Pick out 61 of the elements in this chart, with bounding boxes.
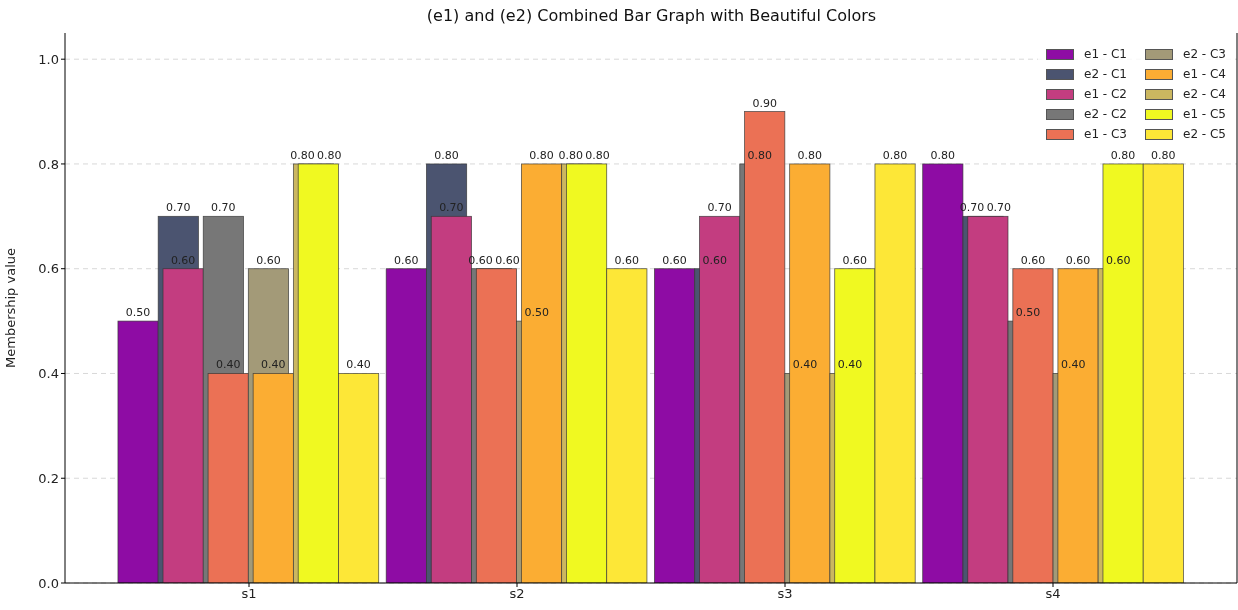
legend-label: e1 - C4 xyxy=(1183,67,1226,81)
data-label: 0.60 xyxy=(1106,253,1131,267)
data-label: 0.60 xyxy=(1020,253,1046,267)
x-tick-label: s1 xyxy=(241,586,257,602)
data-label: 0.70 xyxy=(211,201,236,215)
data-label: 0.80 xyxy=(747,148,773,162)
legend-label: e1 - C1 xyxy=(1084,47,1127,61)
data-label: 0.40 xyxy=(215,358,241,372)
data-label: 0.80 xyxy=(882,148,908,162)
data-label: 0.50 xyxy=(125,306,151,320)
y-tick-label: 0.0 xyxy=(38,575,59,591)
data-label: 0.70 xyxy=(439,201,464,215)
data-label: 0.80 xyxy=(797,148,823,162)
data-label: 0.80 xyxy=(529,148,554,162)
legend-label: e1 - C3 xyxy=(1084,127,1127,141)
data-label: 0.70 xyxy=(707,201,732,215)
legend-label: e1 - C5 xyxy=(1183,107,1226,121)
legend-label: e2 - C4 xyxy=(1183,87,1226,101)
x-tick-label: s2 xyxy=(509,586,525,602)
data-label: 0.50 xyxy=(524,306,549,320)
x-tick-label: s4 xyxy=(1045,586,1061,602)
legend-label: e1 - C2 xyxy=(1084,87,1127,101)
data-label: 0.80 xyxy=(585,148,610,162)
y-tick-label: 0.8 xyxy=(38,156,59,172)
data-label: 0.40 xyxy=(792,358,818,372)
data-label: 0.60 xyxy=(256,253,281,267)
data-label: 0.80 xyxy=(558,148,584,162)
legend-label: e2 - C3 xyxy=(1183,47,1226,61)
data-label: 0.60 xyxy=(614,253,640,267)
bar xyxy=(654,268,696,583)
data-label: 0.80 xyxy=(1151,148,1176,162)
data-label: 0.80 xyxy=(434,148,459,162)
data-label: 0.60 xyxy=(842,253,868,267)
data-label: 0.40 xyxy=(837,358,863,372)
y-tick-label: 0.4 xyxy=(38,366,59,382)
y-tick-label: 0.2 xyxy=(38,470,59,486)
y-tick-label: 0.6 xyxy=(38,261,59,277)
data-label: 0.60 xyxy=(495,253,520,267)
data-label: 0.40 xyxy=(1060,358,1086,372)
data-label: 0.60 xyxy=(702,253,728,267)
data-label: 0.60 xyxy=(662,253,687,267)
x-tick-label: s3 xyxy=(777,586,793,602)
data-label: 0.80 xyxy=(930,148,956,162)
data-label: 0.60 xyxy=(394,253,419,267)
legend-label: e2 - C2 xyxy=(1084,107,1127,121)
y-axis-title: Membership value xyxy=(2,248,18,368)
data-label: 0.60 xyxy=(170,253,196,267)
data-label: 0.80 xyxy=(317,148,342,162)
data-label: 0.40 xyxy=(346,358,371,372)
data-label: 0.80 xyxy=(1110,148,1136,162)
y-tick-label: 1.0 xyxy=(38,51,59,67)
legend-label: e2 - C1 xyxy=(1084,67,1127,81)
data-label: 0.40 xyxy=(261,358,286,372)
data-label: 0.50 xyxy=(1015,306,1041,320)
data-label: 0.70 xyxy=(986,201,1012,215)
data-label: 0.90 xyxy=(752,96,777,110)
chart-title: (e1) and (e2) Combined Bar Graph with Beautiful Colors xyxy=(425,6,878,25)
data-label: 0.70 xyxy=(166,201,191,215)
data-label: 0.60 xyxy=(1065,253,1091,267)
legend-label: e2 - C5 xyxy=(1183,127,1226,141)
data-label: 0.80 xyxy=(290,148,315,162)
